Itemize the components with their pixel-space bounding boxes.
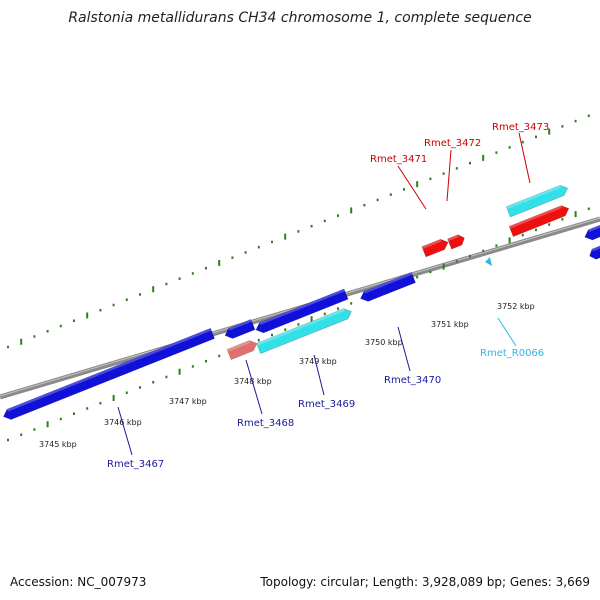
gene-rmet-3468-pseudo-shine [227,340,251,352]
tick-row-upper [7,114,590,349]
leader-rmet-3467 [117,406,133,456]
label-rmet-3470[interactable]: Rmet_3470 [384,375,441,386]
gene-rmet-3468-pseudo [226,340,258,361]
gene-rmet-3467 [3,327,215,420]
gene-lower-edge-2 [589,244,600,260]
scale-label: 3750 kbp [365,338,403,347]
gene-rmet-3468 [224,318,256,339]
scale-label: 3747 kbp [169,397,207,406]
gene-rmet-3469-shine [259,288,345,325]
label-rmet-3469[interactable]: Rmet_3469 [298,399,355,410]
label-rmet-3471[interactable]: Rmet_3471 [370,154,427,165]
gene-rmet-3467-body [3,327,215,420]
gene-lower-edge-1-body [584,223,600,241]
gene-rmet-3470 [360,271,416,302]
label-rmet-3467[interactable]: Rmet_3467 [107,459,164,470]
accession-label: Accession: NC_007973 [10,575,147,589]
gene-rmet-3470-shine [364,272,413,294]
scale-label: 3745 kbp [39,440,77,449]
gene-rmet-3473-highlight-body [505,184,569,218]
gene-rmet-3471-body [421,238,449,258]
gene-lower-edge-2-body [589,244,600,260]
topology-label: Topology: circular; Length: 3,928,089 bp… [260,575,590,589]
gene-lower-edge-1 [584,223,600,241]
gene-rmet-3473-highlight-shine [506,185,562,210]
page-title: Ralstonia metallidurans CH34 chromosome … [68,10,532,26]
gene-lower-edge-2-shine [591,244,600,252]
gene-rmet-3469-highlight-shine [256,308,345,346]
gene-rmet-3469 [255,288,349,334]
rna-rmet-r0066 [485,257,492,266]
gene-rmet-3470-body [360,271,416,302]
gene-rmet-3468-shine [228,319,252,331]
label-rmet-r0066[interactable]: Rmet_R0066 [480,348,544,359]
gene-rmet-3473-highlight [505,184,569,218]
gene-rmet-3469-highlight [256,308,352,354]
scale-label: 3752 kbp [497,302,535,311]
gene-rmet-3469-highlight-body [256,308,352,354]
leader-rmet-r0066 [497,317,517,347]
gene-rmet-3472-shine [447,234,459,242]
scale-label: 3749 kbp [299,357,337,366]
gene-rmet-3471 [421,238,449,258]
features [3,184,600,420]
gene-rmet-3468-body [224,318,256,339]
leader-rmet-3473 [518,132,531,184]
scale-label: 3751 kbp [431,320,469,329]
gene-rmet-3473 [508,205,570,237]
leader-rmet-3472 [446,149,452,202]
label-rmet-3472[interactable]: Rmet_3472 [424,138,481,149]
gene-lower-edge-1-shine [588,223,600,233]
gene-rmet-3467-shine [7,328,212,412]
gene-rmet-3472-body [447,234,465,250]
label-rmet-3468[interactable]: Rmet_3468 [237,418,294,429]
leader-rmet-3471 [397,165,427,210]
gene-rmet-3471-shine [421,239,442,250]
gene-rmet-3472 [447,234,465,250]
gene-rmet-3473-body [508,205,570,237]
leader-rmet-3469 [313,354,325,396]
gene-rmet-3468-pseudo-body [226,340,258,361]
gene-rmet-3469-body [255,288,349,334]
leader-rmet-3470 [397,326,411,372]
feature-labels: Rmet_3467 Rmet_3468 Rmet_3469 Rmet_3470 Rmet… [107,122,549,470]
gene-rmet-3473-shine [509,205,563,229]
label-rmet-3473[interactable]: Rmet_3473 [492,122,549,133]
leader-rmet-3468 [245,359,263,415]
